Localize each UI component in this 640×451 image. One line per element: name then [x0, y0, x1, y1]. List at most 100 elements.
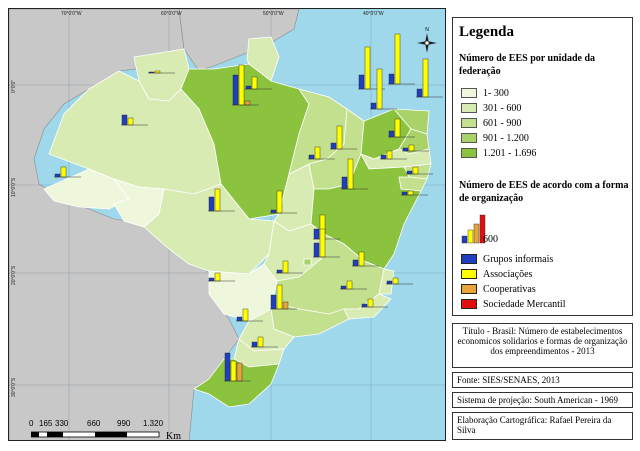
coord-top-60w: 60°0'0"W [161, 11, 182, 17]
coord-left-30s: 30°0'0"S [11, 377, 17, 397]
state-bar-29-1 [392, 277, 399, 285]
class-label-2: 301 - 600 [483, 103, 522, 114]
state-bar-10-1 [394, 33, 401, 85]
state-bar-11-0 [416, 88, 423, 98]
scale-graphic [31, 431, 160, 438]
class-label-1: 1- 300 [483, 88, 509, 99]
state-bar-5-0 [208, 196, 215, 212]
state-bar-27-1 [230, 360, 237, 382]
state-bar-8-1 [314, 146, 321, 160]
state-bar-24-0 [270, 294, 277, 310]
state-bar-5-1 [214, 188, 221, 212]
state-bar-19-1 [282, 260, 289, 274]
bar-size-example-value: 600 [483, 234, 498, 245]
author-box: Elaboração Cartográfica: Rafael Pereira … [452, 412, 633, 440]
coord-left-20s: 20°0'0"S [11, 265, 17, 285]
compass-rose-icon: N [417, 27, 437, 53]
state-bar-15-1 [408, 144, 415, 152]
state-bar-30-0 [401, 191, 408, 196]
source-box: Fonte: SIES/SENAES, 2013 [452, 372, 633, 388]
state-bar-9-0 [358, 74, 365, 90]
state-bar-13-1 [347, 158, 354, 190]
scale-tick-330: 330 [55, 419, 69, 428]
map-frame: N 70°0'0"W 60°0'0"W 50°0'0"W 40°0'0"W 0°… [8, 8, 446, 441]
state-bar-19-0 [276, 269, 283, 274]
scale-bar: 0 165 330 660 990 1.320 Km [29, 419, 219, 441]
projection-box: Sistema de projeção: South American - 19… [452, 392, 633, 408]
type-swatch-grupos [461, 254, 477, 264]
state-bar-7-1 [336, 125, 343, 150]
type-label-grupos: Grupos informais [483, 254, 554, 265]
state-bar-10-0 [388, 73, 395, 85]
state-bar-charts [54, 33, 443, 382]
state-bar-29-0 [386, 280, 393, 285]
scale-tick-660: 660 [87, 419, 101, 428]
legend-panel: Legenda Número de EES por unidade da fed… [452, 17, 633, 316]
type-swatch-associacoes [461, 269, 477, 279]
state-bar-26-1 [257, 336, 264, 348]
state-bar-25-0 [236, 316, 243, 322]
types-heading: Número de EES de acordo com a forma de o… [459, 180, 629, 204]
state-bar-11-1 [422, 58, 429, 98]
state-bar-3-2 [244, 100, 251, 106]
legend-title: Legenda [459, 24, 515, 40]
type-swatch-sociedade [461, 299, 477, 309]
state-bar-6-1 [276, 190, 283, 214]
state-bar-16-0 [406, 170, 413, 175]
coord-top-40w: 40°0'0"W [363, 11, 384, 17]
scale-tick-0: 0 [29, 419, 34, 428]
coord-left-0: 0°0'0" [11, 79, 17, 93]
state-bar-23-1 [319, 228, 326, 258]
state-bar-3-0 [232, 74, 239, 106]
brazil-states [43, 36, 432, 408]
state-bar-28-1 [367, 298, 374, 308]
class-label-4: 901 - 1.200 [483, 133, 529, 144]
svg-text:N: N [425, 27, 429, 33]
state-bar-17-1 [386, 150, 393, 160]
state-bar-20-1 [214, 272, 221, 282]
state-bar-21-0 [352, 259, 359, 267]
state-bar-14-0 [388, 130, 395, 138]
bar-size-example-icon [461, 214, 486, 244]
type-label-sociedade: Sociedade Mercantil [483, 299, 566, 310]
map-canvas: N [9, 9, 445, 440]
scale-tick-1320: 1.320 [143, 419, 164, 428]
class-swatch-1 [461, 88, 477, 98]
state-bar-18-0 [313, 228, 320, 240]
north-neighbors [178, 9, 300, 72]
state-bar-16-1 [412, 166, 419, 175]
state-bar-27-0 [224, 352, 231, 382]
type-label-cooperativas: Cooperativas [483, 284, 536, 295]
state-bar-23-0 [313, 242, 320, 258]
scale-tick-165: 165 [39, 419, 53, 428]
state-bar-6-0 [270, 209, 277, 214]
state-rs [193, 358, 280, 408]
state-bar-24-1 [276, 284, 283, 310]
state-es [378, 268, 395, 295]
type-swatch-cooperativas [461, 284, 477, 294]
state-bar-1-1 [251, 76, 258, 90]
state-bar-27-2 [236, 362, 243, 382]
class-label-5: 1.201 - 1.696 [483, 148, 537, 159]
state-bar-13-0 [341, 176, 348, 190]
state-bar-12-0 [370, 102, 377, 110]
type-label-associacoes: Associações [483, 269, 533, 280]
class-swatch-4 [461, 133, 477, 143]
class-swatch-2 [461, 103, 477, 113]
state-bar-24-2 [282, 301, 289, 310]
state-df [303, 258, 312, 266]
coord-top-50w: 50°0'0"W [263, 11, 284, 17]
state-bar-14-1 [394, 118, 401, 138]
state-bar-0-1 [154, 70, 161, 74]
scale-unit: Km [166, 431, 181, 441]
coord-left-10s: 10°0'0"S [11, 177, 17, 197]
state-bar-25-1 [242, 308, 249, 322]
state-bar-20-0 [208, 277, 215, 282]
scale-tick-990: 990 [117, 419, 131, 428]
state-bar-30-1 [407, 190, 414, 196]
class-swatch-5 [461, 148, 477, 158]
state-bar-4-0 [54, 173, 61, 178]
state-bar-15-0 [402, 147, 409, 152]
state-bar-28-0 [361, 303, 368, 308]
state-bar-8-0 [308, 154, 315, 160]
